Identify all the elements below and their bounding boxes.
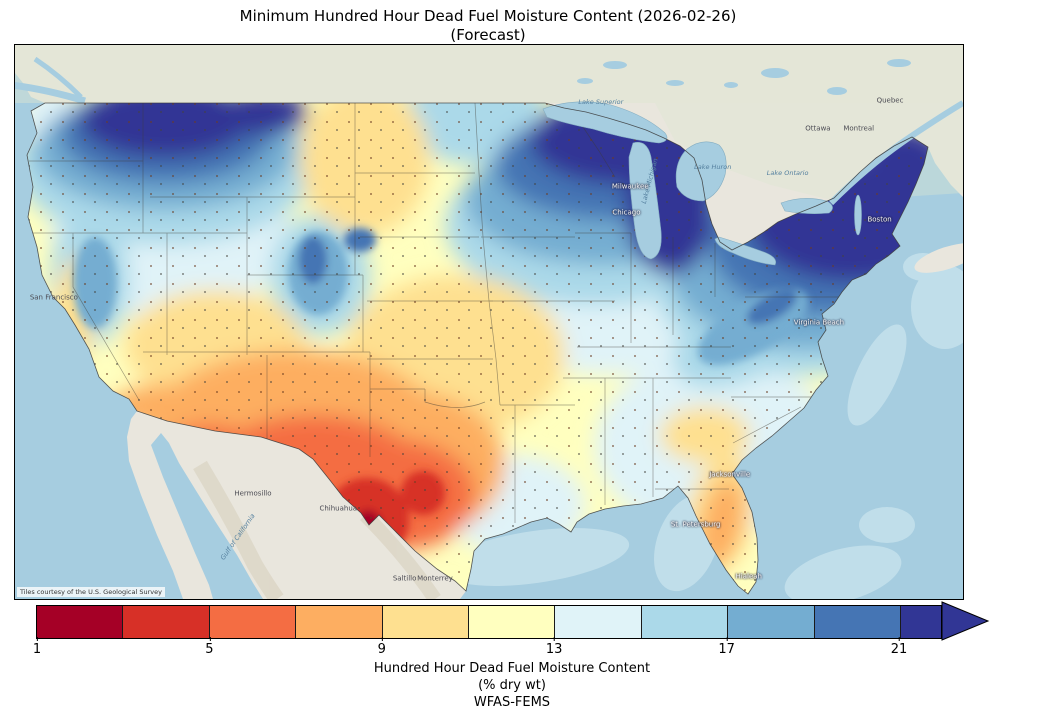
- colorbar-segment-9-11: [382, 606, 470, 638]
- salish-sea: [15, 56, 87, 105]
- lake-superior: [542, 101, 668, 144]
- colorbar-segment-1-3: [37, 606, 124, 638]
- colorbar-source: WFAS-FEMS: [473, 695, 551, 710]
- lake-huron: [675, 141, 727, 202]
- great-lakes: [542, 101, 862, 266]
- colorbar-ticks: 1 5 9 13 17 21: [33, 637, 907, 658]
- colorbar-segment-5-7: [209, 606, 297, 638]
- colorbar-extend-arrow: [941, 601, 990, 641]
- colorbar-segment-15-17: [641, 606, 729, 638]
- colorbar-segment-13-15: [555, 606, 642, 638]
- lake-champlain: [854, 194, 862, 236]
- colorbar-segment-11-13: [469, 606, 556, 638]
- figure-title: Minimum Hundred Hour Dead Fuel Moisture …: [14, 7, 962, 45]
- colorbar-segment-17-19: [728, 606, 815, 638]
- nova-scotia-land: [914, 243, 963, 273]
- colorbar-tick-17: 17: [718, 637, 735, 657]
- colorbar-segment-21-23: [901, 606, 942, 638]
- figure-title-line2: (Forecast): [450, 26, 526, 44]
- colorbar-tick-5: 5: [205, 637, 214, 657]
- state-boundaries: [29, 103, 843, 523]
- colorbar-arrow-shape: [941, 601, 990, 641]
- colorbar-tick-13: 13: [545, 637, 563, 657]
- colorbar-segment-19-21: [814, 606, 902, 638]
- lake-erie: [714, 236, 776, 266]
- canada-lakes: [577, 59, 911, 95]
- st-lawrence-river: [828, 100, 963, 206]
- colorbar-segment-3-5: [123, 606, 210, 638]
- figure-title-line1: Minimum Hundred Hour Dead Fuel Moisture …: [239, 7, 737, 25]
- colorbar-tick-21: 21: [890, 637, 908, 657]
- colorbar-tick-1: 1: [32, 637, 42, 657]
- map-attribution: Tiles courtesy of the U.S. Geological Su…: [17, 587, 165, 597]
- map-frame: Lake Superior Lake Michigan Lake Huron Lake…: [14, 44, 964, 600]
- colorbar-units: (% dry wt): [478, 678, 546, 693]
- lake-michigan: [628, 142, 662, 260]
- colorbar-caption: Hundred Hour Dead Fuel Moisture Content …: [36, 660, 988, 711]
- us-map-canvas: [15, 45, 963, 599]
- colorbar-body: [36, 605, 942, 639]
- colorbar-label: Hundred Hour Dead Fuel Moisture Content: [373, 661, 651, 676]
- lake-ontario: [780, 198, 833, 214]
- colorbar-segment-7-9: [296, 606, 383, 638]
- colorbar-tick-9: 9: [377, 637, 386, 657]
- mexico-terrain: [193, 460, 441, 599]
